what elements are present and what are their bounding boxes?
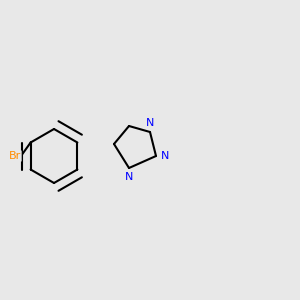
Text: Br: Br (9, 151, 21, 161)
Text: N: N (161, 151, 169, 161)
Text: N: N (125, 172, 133, 182)
Text: N: N (146, 118, 154, 128)
